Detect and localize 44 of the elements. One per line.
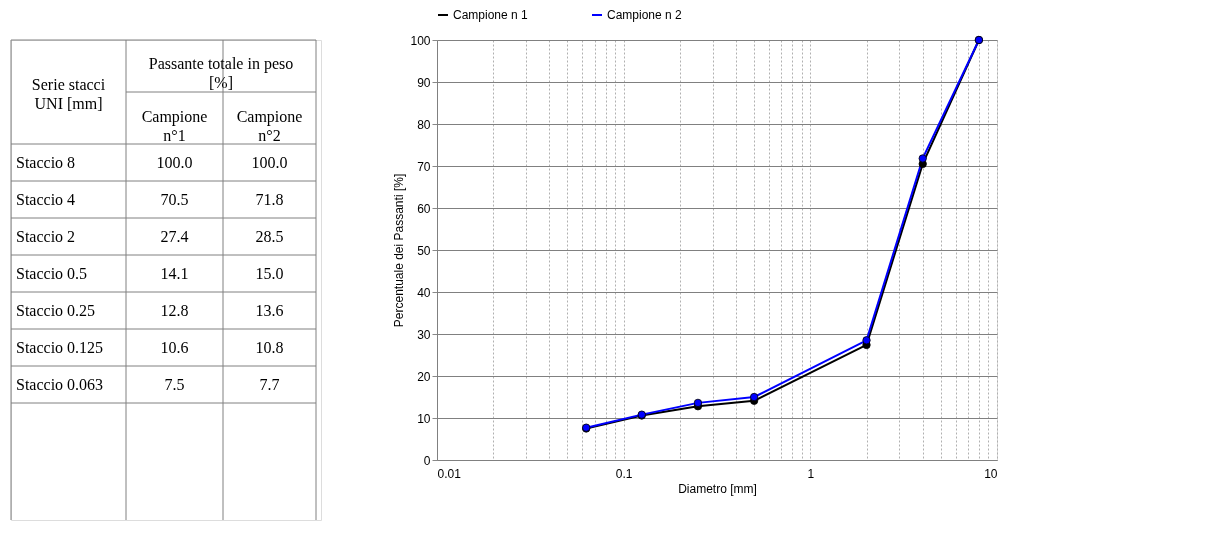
text: 28.5 bbox=[255, 227, 284, 245]
y-tick-label: 100 bbox=[410, 33, 431, 48]
text: Staccio 4 bbox=[16, 190, 76, 208]
text: 15.0 bbox=[255, 264, 284, 282]
text: Serie stacci UNI [mm] bbox=[31, 76, 106, 112]
text: 100.0 bbox=[251, 153, 288, 171]
y-tick-label: 40 bbox=[417, 285, 431, 300]
y-tick-label: 10 bbox=[417, 411, 431, 426]
text: Campione n°2 bbox=[236, 108, 303, 144]
y-tick-label: 50 bbox=[417, 243, 431, 258]
text: 12.8 bbox=[160, 301, 189, 319]
y-tick-label: 80 bbox=[417, 117, 431, 132]
x-tick-label: 0.1 bbox=[615, 466, 633, 481]
text: 7.5 bbox=[164, 375, 185, 393]
y-tick-label: 90 bbox=[417, 75, 431, 90]
text: Staccio 0.063 bbox=[16, 375, 104, 393]
x-axis-title: Diametro [mm] bbox=[678, 481, 757, 496]
y-axis-title: Percentuale dei Passanti [%] bbox=[392, 173, 407, 328]
text: 100.0 bbox=[156, 153, 193, 171]
text: Staccio 2 bbox=[16, 227, 76, 245]
y-tick-label: 0 bbox=[423, 453, 431, 468]
text: 7.7 bbox=[259, 375, 280, 393]
y-tick-label: 70 bbox=[417, 159, 431, 174]
text: 70.5 bbox=[160, 190, 189, 208]
x-tick-label: 0.01 bbox=[437, 466, 462, 481]
text: 10.6 bbox=[160, 338, 189, 356]
text: 13.6 bbox=[255, 301, 284, 319]
y-tick-label: 20 bbox=[417, 369, 431, 384]
text: Campione n°1 bbox=[141, 108, 208, 144]
text: 27.4 bbox=[160, 227, 189, 245]
text: 10.8 bbox=[255, 338, 284, 356]
legend-label: Campione n 2 bbox=[607, 8, 683, 22]
text: 14.1 bbox=[160, 264, 189, 282]
text: Passante totale in peso [%] bbox=[148, 55, 294, 91]
text: Staccio 0.5 bbox=[16, 264, 88, 282]
text: Staccio 0.125 bbox=[16, 338, 104, 356]
legend-label: Campione n 1 bbox=[453, 8, 529, 22]
y-tick-label: 60 bbox=[417, 201, 431, 216]
x-tick-label: 1 bbox=[807, 466, 815, 481]
text: 71.8 bbox=[255, 190, 284, 208]
x-tick-label: 10 bbox=[984, 466, 998, 481]
y-tick-label: 30 bbox=[417, 327, 431, 342]
text: Staccio 0.25 bbox=[16, 301, 96, 319]
text: Staccio 8 bbox=[16, 153, 76, 171]
